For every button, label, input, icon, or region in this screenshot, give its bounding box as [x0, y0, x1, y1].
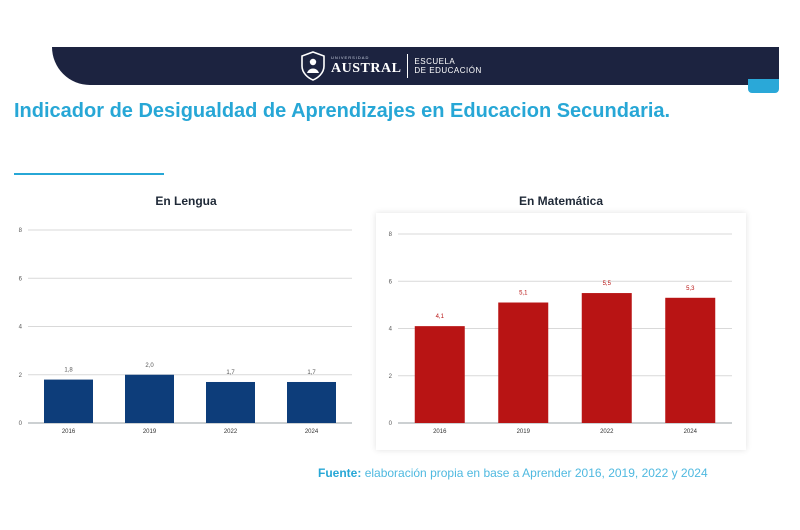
source-note: Fuente: elaboración propia en base a Apr… — [318, 466, 708, 480]
title-underline — [14, 173, 164, 175]
y-tick-label-matematica: 2 — [389, 374, 393, 380]
data-label-matematica: 4,1 — [436, 314, 445, 320]
x-tick-label-lengua: 2022 — [224, 429, 238, 435]
source-text: elaboración propia en base a Aprender 20… — [364, 466, 708, 480]
crest-icon — [301, 51, 325, 81]
y-tick-label-matematica: 4 — [389, 327, 393, 333]
university-tagline: UNIVERSIDAD — [331, 55, 370, 60]
data-label-lengua: 1,7 — [226, 370, 235, 376]
x-tick-label-matematica: 2022 — [600, 429, 614, 435]
x-tick-label-lengua: 2019 — [143, 429, 157, 435]
data-label-matematica: 5,1 — [519, 291, 528, 297]
bar-lengua-2019 — [125, 374, 174, 423]
chart-panel-lengua: 0 2 4 6 8 1,8 2016 2,0 2019 1,7 2022 1,7 2024 — [10, 213, 362, 450]
y-tick-label-matematica: 0 — [389, 421, 393, 427]
university-logo: UNIVERSIDAD AUSTRAL ESCUELA DE EDUCACIÓN — [300, 48, 482, 84]
school-line-1: ESCUELA — [414, 56, 456, 66]
chart-title-lengua: En Lengua — [155, 194, 217, 208]
bar-matematica-2016 — [414, 326, 465, 423]
y-tick-label-matematica: 8 — [389, 232, 393, 238]
chart-panel-matematica: 0 2 4 6 8 4,1 2016 5,1 2019 5,5 2022 5,3 2024 — [376, 213, 746, 450]
bar-chart-lengua: 0 2 4 6 8 1,8 2016 2,0 2019 1,7 2022 1,7 2024 — [19, 228, 352, 435]
logo-separator — [407, 54, 409, 78]
y-tick-label-lengua: 6 — [19, 276, 23, 282]
bar-matematica-2022 — [581, 293, 632, 423]
page-title: Indicador de Desigualdad de Aprendizajes… — [14, 100, 671, 122]
university-name: AUSTRAL — [331, 61, 402, 76]
y-tick-label-lengua: 8 — [19, 228, 23, 234]
bar-matematica-2019 — [498, 302, 549, 423]
bar-lengua-2016 — [44, 379, 93, 423]
y-tick-label-lengua: 0 — [19, 421, 23, 427]
x-tick-label-lengua: 2024 — [305, 429, 319, 435]
bar-chart-matematica: 0 2 4 6 8 4,1 2016 5,1 2019 5,5 2022 5,3 2024 — [389, 232, 732, 435]
header-band — [52, 47, 779, 85]
data-label-lengua: 2,0 — [145, 363, 154, 369]
x-tick-label-lengua: 2016 — [62, 429, 76, 435]
school-name: ESCUELA DE EDUCACIÓN — [414, 57, 481, 75]
data-label-matematica: 5,3 — [686, 286, 695, 292]
x-tick-label-matematica: 2024 — [684, 429, 698, 435]
data-label-lengua: 1,8 — [64, 368, 73, 374]
data-label-lengua: 1,7 — [307, 370, 316, 376]
header-accent-tab — [748, 79, 779, 93]
x-tick-label-matematica: 2016 — [433, 429, 447, 435]
bar-matematica-2024 — [665, 297, 716, 423]
bar-lengua-2024 — [287, 381, 336, 423]
data-label-matematica: 5,5 — [603, 281, 612, 287]
y-tick-label-matematica: 6 — [389, 279, 393, 285]
school-line-2: DE EDUCACIÓN — [414, 66, 482, 75]
source-label: Fuente: — [318, 466, 362, 480]
chart-title-matematica: En Matemática — [518, 194, 604, 208]
bar-lengua-2022 — [206, 381, 255, 423]
y-tick-label-lengua: 2 — [19, 373, 23, 379]
x-tick-label-matematica: 2019 — [517, 429, 531, 435]
y-tick-label-lengua: 4 — [19, 325, 23, 331]
